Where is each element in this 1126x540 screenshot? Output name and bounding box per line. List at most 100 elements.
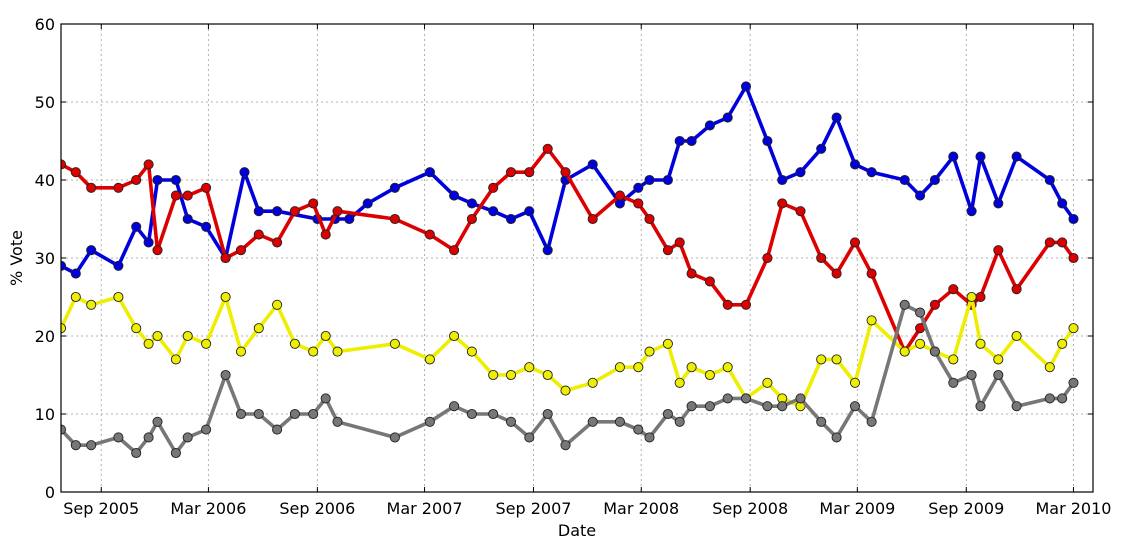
data-point — [777, 198, 788, 209]
data-point — [948, 354, 959, 365]
data-point — [929, 299, 940, 310]
x-tick-label: Sep 2005 — [63, 499, 139, 518]
x-tick-label: Sep 2006 — [279, 499, 355, 518]
data-point — [849, 377, 861, 388]
series-layer — [61, 81, 1079, 459]
data-point — [1011, 284, 1022, 295]
data-point — [674, 416, 685, 427]
x-axis-ticks: Sep 2005 Mar 2006 Sep 2006 Mar 2007 Sep 2007… — [63, 24, 1111, 518]
data-point — [488, 182, 499, 193]
data-point — [722, 393, 733, 404]
x-tick-label: Mar 2010 — [1035, 499, 1111, 518]
data-point — [449, 330, 460, 342]
x-tick-label: Mar 2008 — [603, 499, 679, 518]
data-point — [777, 401, 788, 412]
series-1 — [61, 81, 1079, 279]
data-point — [143, 432, 154, 443]
data-point — [220, 369, 231, 381]
x-tick-label: Sep 2008 — [712, 499, 788, 518]
data-point — [704, 401, 715, 412]
data-point — [975, 151, 986, 162]
data-point — [505, 167, 517, 178]
data-point — [614, 416, 625, 427]
data-point — [201, 182, 212, 193]
data-point — [70, 291, 81, 303]
data-point — [152, 174, 163, 186]
data-point — [899, 299, 910, 310]
data-point — [740, 81, 752, 92]
data-point — [332, 416, 343, 427]
data-point — [966, 206, 977, 217]
data-point — [86, 245, 97, 256]
data-point — [131, 323, 142, 334]
data-point — [929, 174, 940, 186]
x-tick-label: Mar 2007 — [387, 499, 463, 518]
data-point — [289, 338, 300, 349]
data-point — [182, 213, 193, 225]
data-point — [289, 408, 300, 420]
data-point — [466, 408, 477, 420]
data-point — [662, 408, 673, 420]
data-point — [866, 167, 877, 178]
data-point — [948, 151, 959, 162]
data-point — [220, 252, 231, 264]
data-point — [152, 330, 163, 342]
data-point — [704, 276, 715, 287]
data-point — [253, 408, 264, 420]
data-point — [849, 401, 861, 412]
data-point — [704, 369, 715, 381]
data-point — [633, 198, 644, 209]
data-point — [915, 307, 926, 318]
data-point — [795, 393, 806, 404]
data-point — [740, 299, 752, 310]
data-point — [70, 167, 81, 178]
data-point — [915, 338, 926, 349]
data-point — [1057, 393, 1068, 404]
data-point — [86, 299, 97, 310]
data-point — [542, 143, 553, 154]
data-point — [831, 268, 842, 279]
data-point — [113, 291, 124, 303]
data-point — [795, 167, 806, 178]
data-point — [795, 206, 806, 217]
data-point — [866, 315, 877, 326]
data-point — [289, 206, 300, 217]
data-point — [674, 135, 685, 147]
x-tick-label: Mar 2006 — [170, 499, 246, 518]
data-point — [272, 237, 283, 248]
data-point — [633, 362, 644, 373]
data-point — [524, 362, 535, 373]
data-point — [332, 206, 343, 217]
data-point — [975, 291, 986, 303]
data-point — [899, 174, 910, 186]
data-point — [644, 174, 655, 186]
data-point — [1044, 362, 1055, 373]
data-point — [762, 401, 773, 412]
data-point — [424, 167, 435, 178]
y-tick-label: 50 — [35, 93, 55, 112]
data-point — [1011, 330, 1022, 342]
data-point — [993, 354, 1004, 365]
data-point — [131, 447, 142, 459]
data-point — [320, 229, 331, 240]
y-tick-label: 30 — [35, 249, 55, 268]
data-point — [332, 346, 343, 357]
data-point — [113, 260, 124, 271]
data-point — [644, 432, 655, 443]
data-point — [308, 198, 319, 209]
data-point — [143, 338, 154, 349]
data-point — [975, 338, 986, 349]
data-point — [201, 221, 212, 232]
data-point — [362, 198, 373, 209]
y-axis-title: % Vote — [7, 230, 26, 286]
data-point — [235, 346, 247, 357]
data-point — [762, 135, 773, 147]
data-point — [239, 167, 250, 178]
data-point — [866, 416, 877, 427]
data-point — [542, 369, 553, 381]
data-point — [966, 369, 977, 381]
data-point — [816, 252, 827, 264]
data-point — [915, 190, 926, 201]
data-point — [143, 159, 154, 170]
